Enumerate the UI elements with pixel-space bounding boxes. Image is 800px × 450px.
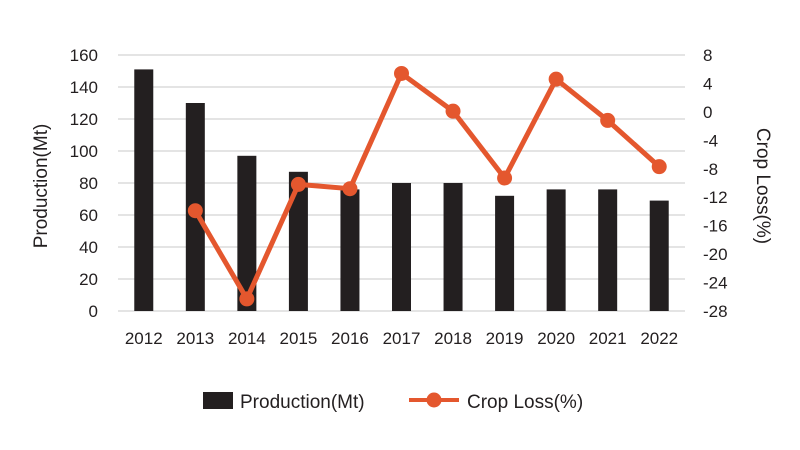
y-tick-label: 60 — [79, 206, 98, 225]
y2-axis-title: Crop Loss(%) — [752, 128, 773, 244]
x-tick-label: 2020 — [537, 329, 575, 348]
y2-tick-label: -20 — [703, 245, 728, 264]
left-axis-ticks: 0 20 40 60 80 100 120 140 160 — [70, 46, 98, 321]
x-tick-label: 2017 — [383, 329, 421, 348]
bar-2016 — [340, 189, 360, 311]
x-tick-label: 2016 — [331, 329, 369, 348]
x-tick-label: 2013 — [176, 329, 214, 348]
y-tick-label: 100 — [70, 142, 98, 161]
x-tick-label: 2021 — [589, 329, 627, 348]
y-tick-label: 20 — [79, 270, 98, 289]
point-2021 — [600, 112, 616, 128]
y-tick-label: 160 — [70, 46, 98, 65]
point-2019 — [497, 170, 513, 186]
x-tick-label: 2018 — [434, 329, 472, 348]
point-2015 — [290, 176, 306, 192]
y2-tick-label: 8 — [703, 46, 712, 65]
crop-loss-line — [187, 65, 667, 307]
point-2016 — [342, 181, 358, 197]
y2-tick-label: 0 — [703, 103, 712, 122]
bar-2018 — [443, 183, 463, 311]
point-2017 — [394, 65, 409, 81]
point-2014 — [239, 291, 255, 307]
y2-tick-label: -8 — [703, 160, 718, 179]
x-tick-label: 2014 — [228, 329, 266, 348]
bar-2021 — [598, 189, 618, 311]
y-tick-label: 120 — [70, 110, 98, 129]
bar-2020 — [546, 189, 566, 311]
right-axis-ticks: -28 -24 -20 -16 -12 -8 -4 0 4 8 — [703, 46, 728, 321]
point-2020 — [548, 71, 564, 87]
y2-tick-label: -16 — [703, 217, 728, 236]
bar-2015 — [288, 171, 308, 311]
point-2013 — [187, 203, 203, 219]
y-tick-label: 140 — [70, 78, 98, 97]
crop-loss-polyline — [193, 70, 661, 302]
legend-bar-swatch — [203, 392, 233, 409]
legend-production-label: Production(Mt) — [240, 392, 365, 413]
x-tick-label: 2012 — [125, 329, 163, 348]
y-tick-label: 40 — [79, 238, 98, 257]
bar-2019 — [495, 195, 515, 311]
production-bars — [134, 69, 669, 312]
y-tick-label: 80 — [79, 174, 98, 193]
x-axis-ticks: 2012 2013 2014 2015 2016 2017 2018 2019 2020 2021… — [125, 329, 678, 348]
legend-crop-loss-label: Crop Loss(%) — [467, 392, 583, 413]
y2-tick-label: -24 — [703, 274, 728, 293]
bar-2012 — [134, 69, 154, 312]
y2-tick-label: 4 — [703, 74, 712, 93]
point-2022 — [651, 159, 667, 175]
legend-line-marker — [426, 392, 442, 408]
bar-2014 — [237, 155, 257, 311]
x-tick-label: 2015 — [279, 329, 317, 348]
y2-tick-label: -12 — [703, 188, 728, 207]
x-tick-label: 2022 — [640, 329, 678, 348]
bar-2017 — [392, 183, 411, 311]
y2-tick-label: -4 — [703, 131, 718, 150]
bar-2022 — [649, 200, 669, 311]
point-2018 — [445, 103, 461, 119]
y-axis-title: Production(Mt) — [31, 124, 52, 249]
x-tick-label: 2019 — [486, 329, 524, 348]
y-tick-label: 0 — [89, 302, 98, 321]
legend: Production(Mt) Crop Loss(%) — [203, 392, 583, 413]
y2-tick-label: -28 — [703, 302, 728, 321]
